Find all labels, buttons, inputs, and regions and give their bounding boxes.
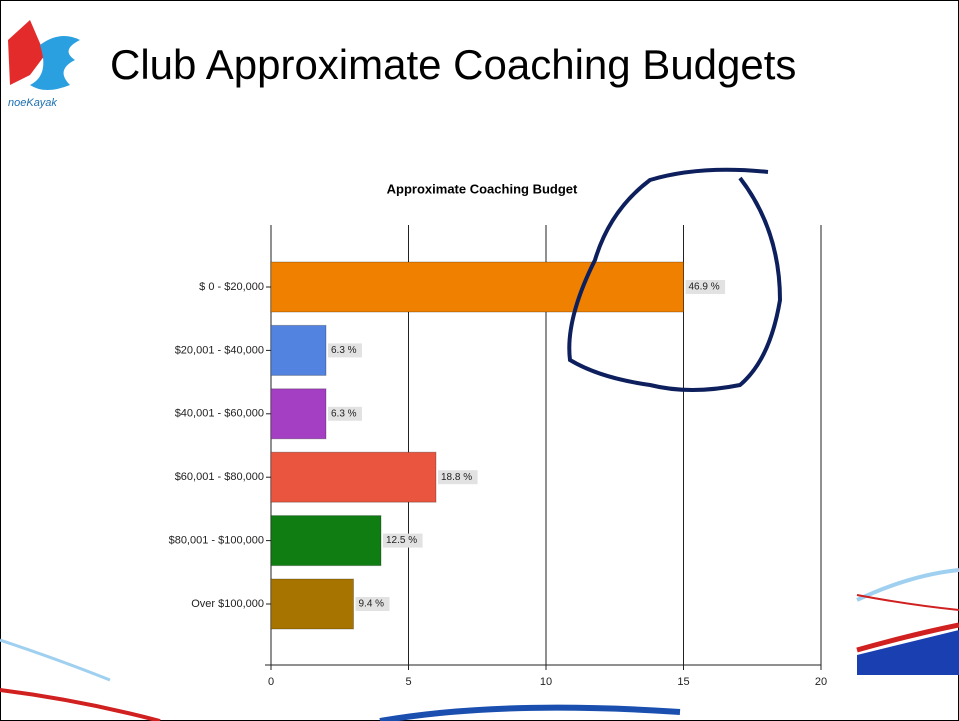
x-tick-label: 5 [405, 676, 411, 688]
value-label-bg [355, 597, 390, 611]
bar [270, 388, 327, 440]
value-label: 46.9 % [689, 282, 720, 293]
y-tick-label: Over $100,000 [191, 598, 264, 610]
value-label-bg [328, 343, 362, 358]
x-tick-label: 20 [815, 676, 827, 688]
plot: 0 5 10 15 20 $ 0 - $20,000 46.9 % $20,001 - $40… [169, 225, 827, 688]
bar [270, 515, 382, 567]
value-label: 6.3 % [331, 408, 357, 419]
y-tick-label: $80,001 - $100,000 [169, 535, 264, 547]
y-tick-label: $ 0 - $20,000 [199, 281, 264, 293]
logo-wave [30, 36, 80, 90]
bar [270, 324, 327, 376]
value-label: 9.4 % [359, 599, 385, 610]
swoosh [856, 594, 959, 611]
swoosh [856, 568, 959, 602]
swoosh [857, 630, 959, 675]
slide-title: Club Approximate Coaching Budgets [110, 41, 796, 88]
swoosh [379, 704, 681, 721]
swoosh [856, 622, 959, 653]
y-tick-label: $20,001 - $40,000 [175, 344, 264, 356]
chart-title: Approximate Coaching Budget [387, 181, 578, 196]
bar [270, 261, 684, 313]
value-label-bg [383, 533, 423, 548]
annotation-circle [567, 167, 783, 392]
y-tick-label: $60,001 - $80,000 [175, 471, 264, 483]
swoosh [0, 638, 111, 682]
value-label-bg [685, 280, 726, 294]
value-label-bg [438, 470, 478, 485]
value-label: 12.5 % [386, 535, 417, 546]
value-label: 18.8 % [441, 472, 472, 483]
logo-text: noeKayak [8, 97, 57, 109]
x-tick-label: 0 [268, 676, 274, 688]
y-tick-label: $40,001 - $60,000 [175, 408, 264, 420]
x-tick-label: 10 [540, 676, 552, 688]
x-tick-label: 15 [677, 676, 689, 688]
swoosh [0, 688, 161, 721]
logo-leaf [8, 20, 45, 85]
bar [270, 578, 354, 630]
value-label-bg [328, 406, 362, 421]
value-label: 6.3 % [331, 345, 357, 356]
bar [270, 451, 437, 503]
